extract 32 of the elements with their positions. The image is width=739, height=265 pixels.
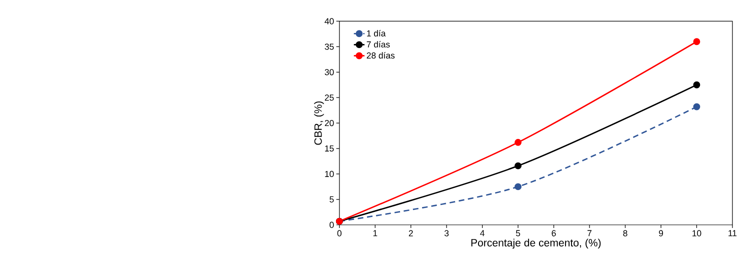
y-tick-label: 25 <box>324 94 334 101</box>
x-tick-label: 0 <box>337 230 342 236</box>
legend-label: 28 días <box>366 52 395 59</box>
point <box>693 38 700 46</box>
point <box>693 81 700 88</box>
y-tick-label: 10 <box>325 170 334 177</box>
legend-label: 7 días <box>366 40 390 48</box>
point <box>514 138 522 146</box>
x-axis-title: Porcentaje de cemento, (%) <box>471 238 601 249</box>
x-tick-label: 5 <box>516 230 520 236</box>
y-tick-label: 0 <box>330 222 334 228</box>
x-tick-label: 11 <box>728 230 736 236</box>
x-tick-label: 3 <box>444 230 449 236</box>
y-tick-label: 15 <box>325 145 334 152</box>
legend-label: 1 día <box>367 30 386 36</box>
x-tick-label: 10 <box>692 230 702 236</box>
y-tick-label: 40 <box>324 18 334 24</box>
x-tick-label: 6 <box>552 230 556 236</box>
y-axis-title: CBR, (%) <box>314 101 324 145</box>
x-tick-label: 8 <box>623 230 628 236</box>
x-tick-label: 2 <box>408 230 413 236</box>
y-tick-label: 30 <box>324 69 334 76</box>
y-tick-label: 5 <box>330 196 334 202</box>
point <box>693 103 700 110</box>
x-tick-label: 7 <box>588 230 592 236</box>
point <box>514 162 522 170</box>
x-tick-label: 4 <box>480 230 484 236</box>
y-tick-label: 20 <box>324 120 334 126</box>
point <box>514 183 522 190</box>
x-tick-label: 1 <box>373 230 378 236</box>
y-tick-label: 35 <box>324 44 334 50</box>
x-tick-label: 9 <box>658 230 663 236</box>
